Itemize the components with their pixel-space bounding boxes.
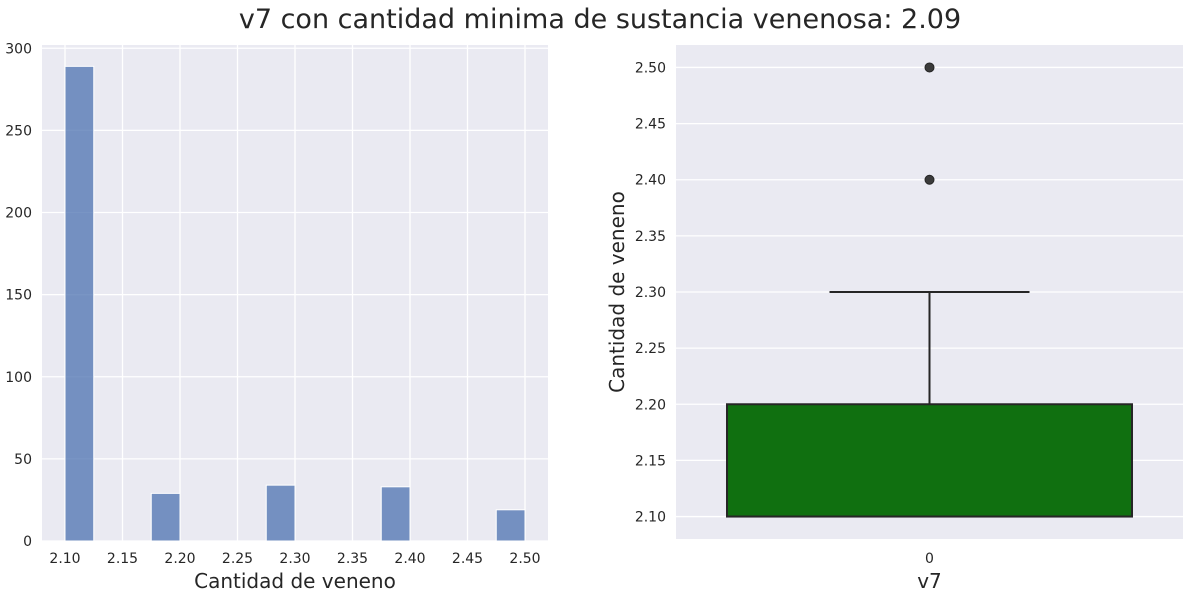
boxplot-x-tick-label: 0 (925, 551, 934, 567)
boxplot-y-tick-label: 2.35 (635, 229, 666, 245)
histogram-y-tick-label: 250 (5, 123, 32, 139)
histogram-bar (265, 484, 296, 542)
histogram-x-tick-label: 2.10 (49, 551, 80, 567)
boxplot-y-tick-label: 2.15 (635, 453, 666, 469)
histogram-x-tick-label: 2.25 (222, 551, 253, 567)
histogram-y-tick-label: 300 (5, 41, 32, 57)
histogram-bar (64, 65, 95, 542)
histogram-bar (380, 486, 411, 542)
boxplot-y-axis-label: Cantidad de veneno (605, 191, 629, 393)
boxplot-outlier-point (924, 174, 935, 185)
histogram-x-tick-label: 2.45 (452, 551, 483, 567)
figure-title: v7 con cantidad minima de sustancia vene… (238, 4, 962, 35)
histogram-x-tick-label: 2.20 (164, 551, 195, 567)
histogram-x-tick-label: 2.35 (337, 551, 368, 567)
boxplot-x-axis-label: v7 (917, 569, 942, 593)
boxplot-outlier-point (924, 62, 935, 73)
boxplot-y-tick-label: 2.50 (635, 60, 666, 76)
boxplot-y-tick-label: 2.40 (635, 173, 666, 189)
boxplot-y-tick-label: 2.30 (635, 285, 666, 301)
box-plot-chart: 2.10 2.15 2.20 2.25 2.30 2.35 2.40 2.45 2.50 0 v7 C… (605, 45, 1183, 593)
histogram-chart: 2.10 2.15 2.20 2.25 2.30 2.35 2.40 2.45 2.50 0 50 1… (5, 41, 548, 593)
histogram-x-tick-label: 2.30 (279, 551, 310, 567)
histogram-x-tick-label: 2.15 (107, 551, 138, 567)
histogram-x-tick-label: 2.50 (509, 551, 540, 567)
boxplot-y-tick-label: 2.45 (635, 117, 666, 133)
histogram-y-tick-label: 50 (14, 452, 32, 468)
histogram-y-tick-label: 200 (5, 206, 32, 222)
histogram-x-tick-label: 2.40 (394, 551, 425, 567)
histogram-y-tick-label: 0 (23, 534, 32, 550)
boxplot-box (726, 403, 1133, 518)
histogram-x-axis-label: Cantidad de veneno (194, 569, 396, 593)
histogram-bar (150, 492, 181, 542)
histogram-y-tick-label: 150 (5, 288, 32, 304)
boxplot-y-tick-label: 2.20 (635, 397, 666, 413)
histogram-y-tick-label: 100 (5, 370, 32, 386)
boxplot-y-tick-label: 2.25 (635, 341, 666, 357)
boxplot-y-tick-label: 2.10 (635, 510, 666, 526)
histogram-bar (495, 509, 526, 542)
